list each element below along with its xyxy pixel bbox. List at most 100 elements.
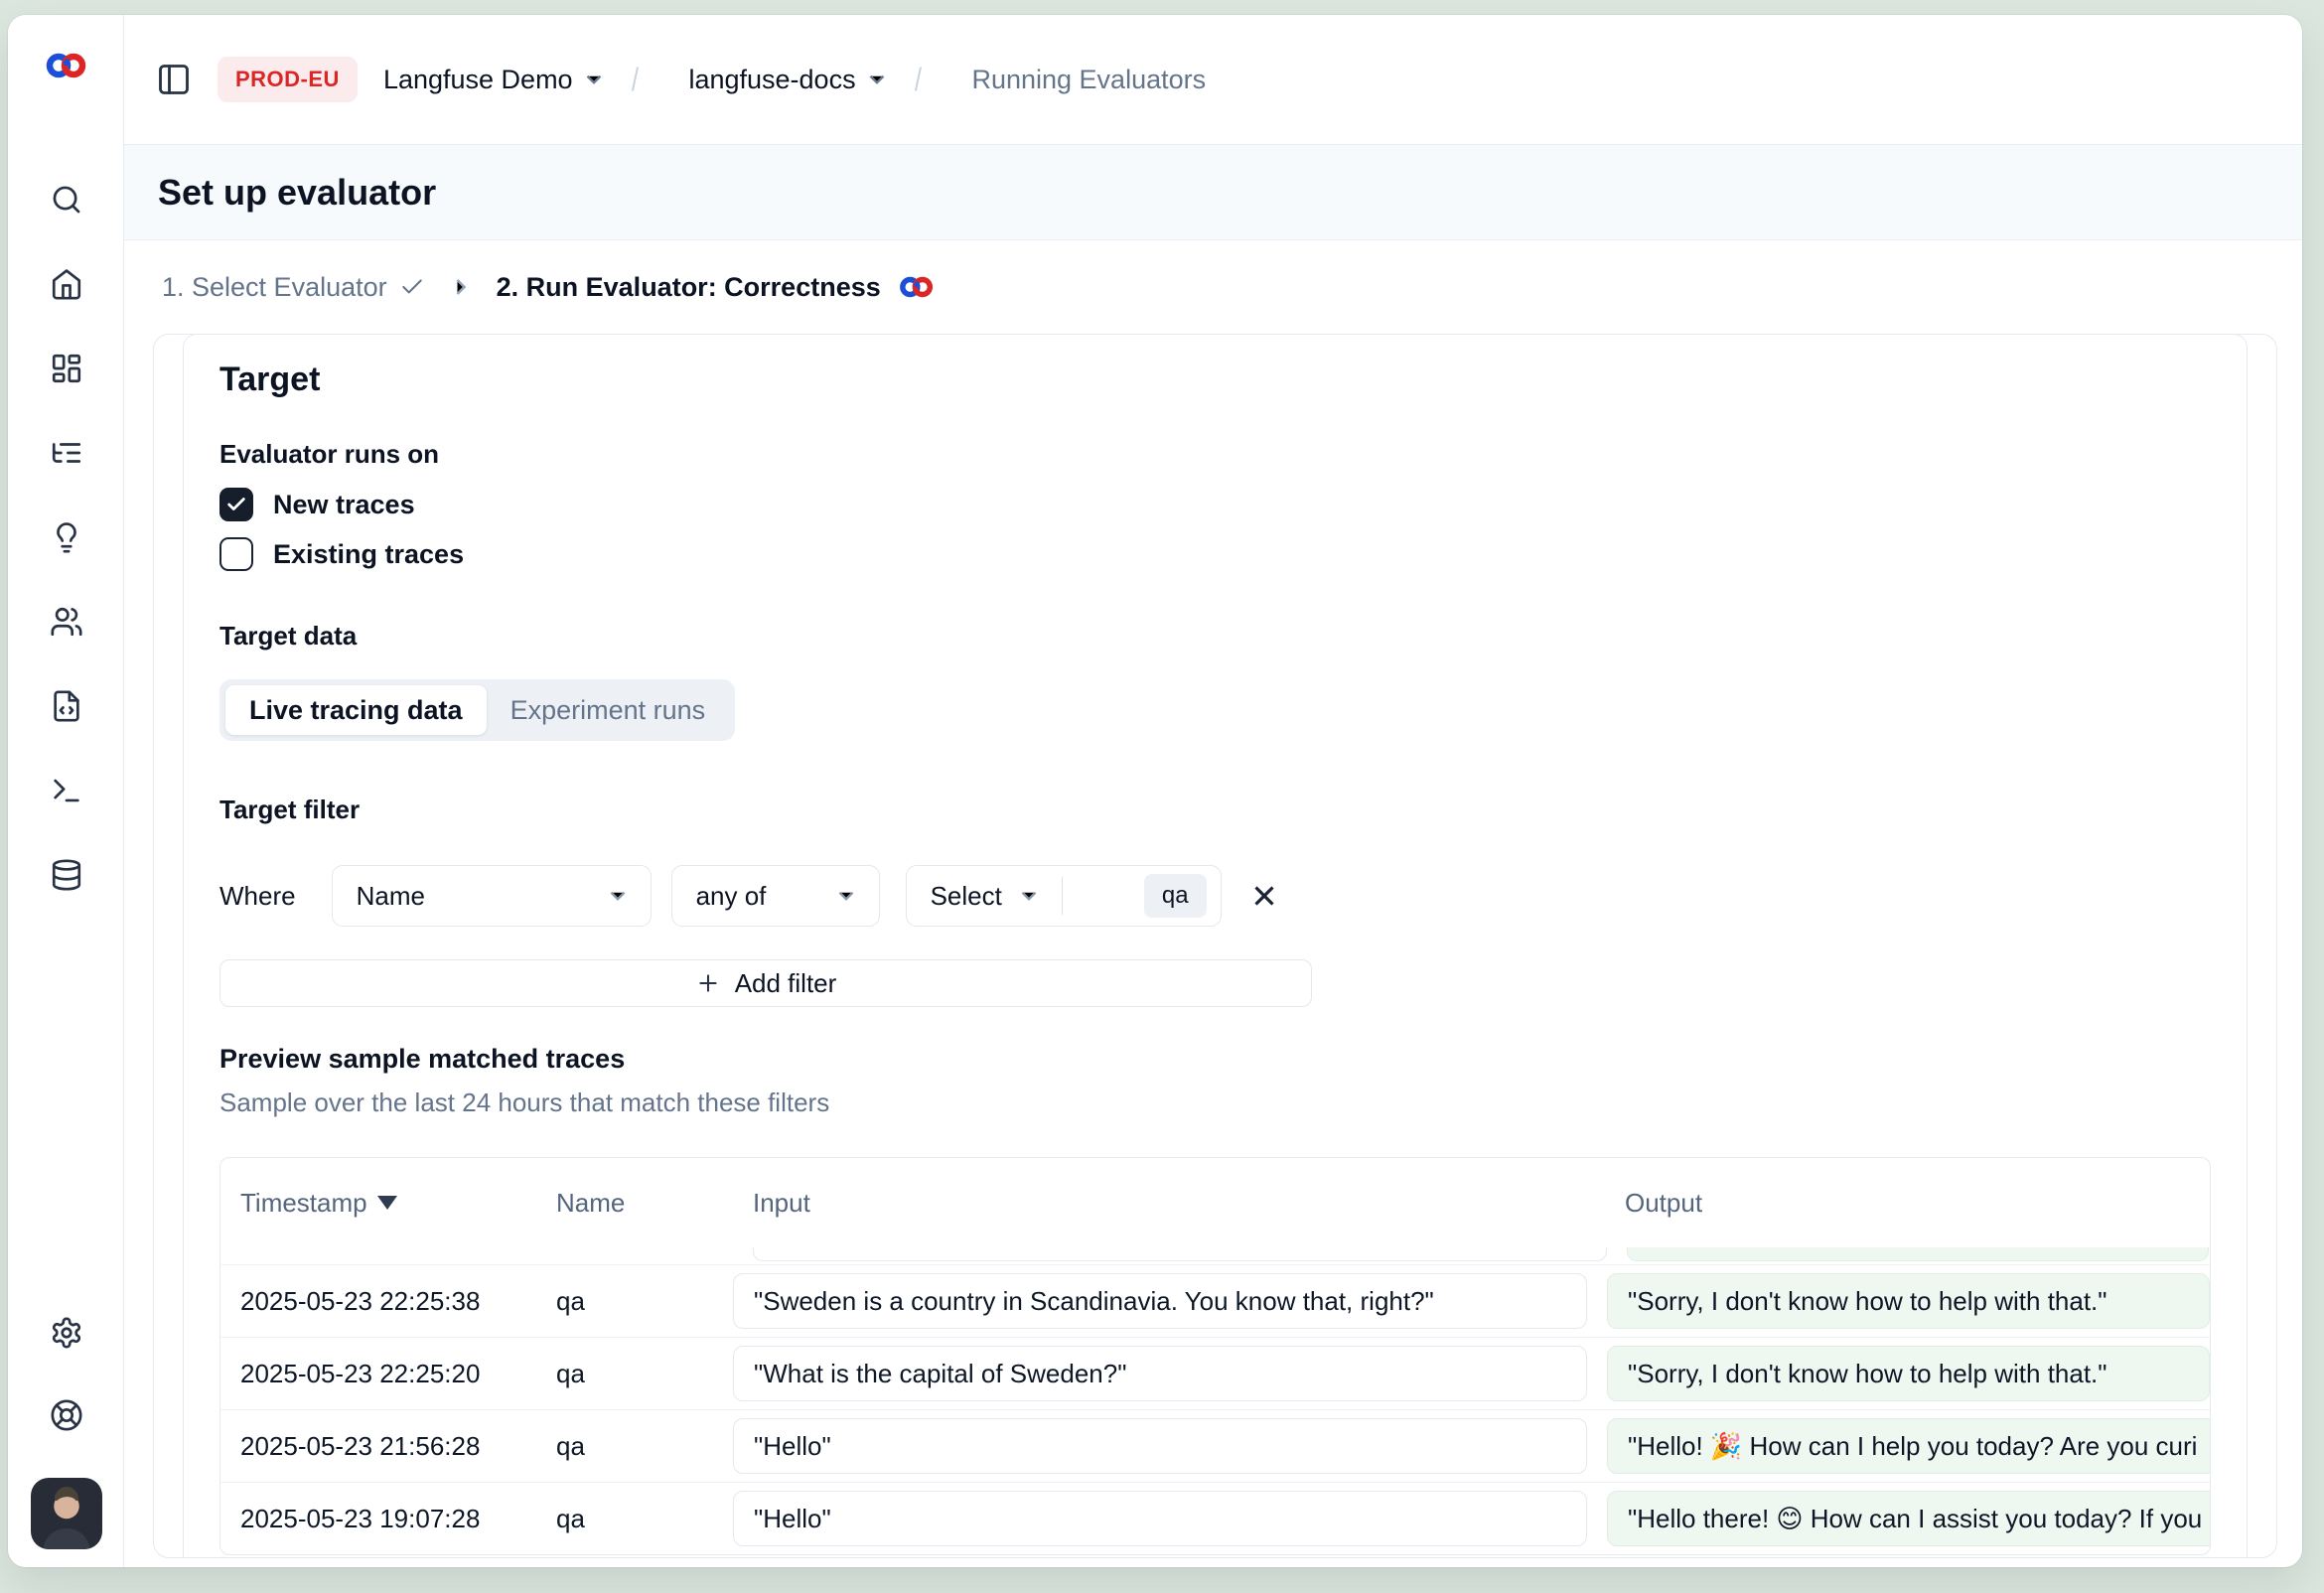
breadcrumb-project: langfuse-docs <box>688 65 889 95</box>
sidebar-item-search[interactable] <box>47 180 86 219</box>
settings-button[interactable] <box>47 1313 86 1353</box>
langfuse-logo-icon <box>899 276 933 298</box>
sidebar-toggle-button[interactable] <box>152 58 196 101</box>
input-cell[interactable]: "Hello" <box>733 1491 1587 1546</box>
chevron-down-icon <box>838 891 853 901</box>
timestamp-cell: 2025-05-23 22:25:38 <box>240 1285 481 1316</box>
chevron-down-icon[interactable] <box>864 67 890 92</box>
name-cell: qa <box>556 1503 585 1533</box>
filter-value-chip[interactable]: qa <box>1143 874 1207 918</box>
add-filter-label: Add filter <box>734 967 837 998</box>
chevron-down-icon <box>610 891 625 901</box>
avatar[interactable] <box>30 1478 102 1549</box>
breadcrumb-page: Running Evaluators <box>971 65 1206 95</box>
filter-value-select[interactable]: Select qa <box>905 865 1222 927</box>
timestamp-cell: 2025-05-23 21:56:28 <box>240 1430 481 1461</box>
name-cell: qa <box>556 1430 585 1461</box>
target-data-label: Target data <box>219 621 358 651</box>
step-run-evaluator: 2. Run Evaluator: Correctness <box>497 272 937 303</box>
support-button[interactable] <box>47 1395 86 1435</box>
sidebar-footer <box>8 1313 124 1549</box>
breadcrumb-separator: / <box>914 61 922 97</box>
top-header: PROD-EU Langfuse Demo / langfuse-docs / … <box>124 15 2302 145</box>
preview-table: Timestamp Name Input Output <box>219 1157 2211 1555</box>
column-header-name: Name <box>536 1188 733 1219</box>
column-label: Name <box>556 1187 626 1218</box>
filter-value-placeholder: Select <box>930 880 1002 911</box>
breadcrumb-project-label[interactable]: langfuse-docs <box>688 64 856 94</box>
output-cell[interactable]: "Sorry, I don't know how to help with th… <box>1607 1346 2210 1401</box>
remove-filter-icon[interactable] <box>1247 879 1281 913</box>
column-label: Timestamp <box>240 1187 367 1218</box>
step1-label: 1. Select Evaluator <box>162 271 387 302</box>
page-title: Set up evaluator <box>158 171 437 213</box>
table-row-partial <box>220 1247 2210 1264</box>
table-row[interactable]: 2025-05-23 22:25:20 qa "What is the capi… <box>220 1337 2210 1409</box>
sidebar-item-home[interactable] <box>47 264 86 304</box>
table-header: Timestamp Name Input Output <box>220 1158 2210 1247</box>
output-cell[interactable]: "Hello! 🎉 How can I help you today? Are … <box>1607 1418 2210 1474</box>
column-header-output: Output <box>1605 1188 2210 1219</box>
table-row[interactable]: 2025-05-23 21:56:28 qa "Hello" "Hello! 🎉… <box>220 1409 2210 1482</box>
target-filter-label: Target filter <box>219 795 361 824</box>
search-icon <box>53 186 79 214</box>
filter-column-value: Name <box>356 880 425 911</box>
timestamp-cell: 2025-05-23 19:07:28 <box>240 1503 481 1533</box>
sidebar-item-tracing[interactable] <box>47 433 86 473</box>
preview-subheading: Sample over the last 24 hours that match… <box>219 1087 830 1117</box>
environment-badge[interactable]: PROD-EU <box>218 57 358 102</box>
sidebar-item-users[interactable] <box>47 602 86 642</box>
table-row[interactable]: 2025-05-23 19:07:28 qa "Hello" "Hello th… <box>220 1482 2210 1554</box>
page-header: Set up evaluator <box>124 145 2302 240</box>
terminal-icon <box>53 779 79 802</box>
panel-left-icon <box>159 65 189 94</box>
database-icon <box>52 859 80 891</box>
checkbox-label: Existing traces <box>273 538 465 569</box>
name-cell: qa <box>556 1285 585 1316</box>
sidebar <box>8 15 124 1567</box>
filter-operator-select[interactable]: any of <box>670 865 880 927</box>
sidebar-item-dashboards[interactable] <box>47 349 86 388</box>
table-body: 2025-05-23 22:25:38 qa "Sweden is a coun… <box>220 1264 2210 1554</box>
chevron-right-icon <box>456 279 466 295</box>
tab-live-tracing-data[interactable]: Live tracing data <box>225 685 487 735</box>
chevron-down-icon <box>1021 891 1037 901</box>
checkbox-icon[interactable] <box>219 537 253 571</box>
breadcrumb-org-label[interactable]: Langfuse Demo <box>382 64 573 94</box>
tab-experiment-runs[interactable]: Experiment runs <box>509 694 706 725</box>
checkbox-existing-traces[interactable]: Existing traces <box>219 537 2211 571</box>
sidebar-item-datasets[interactable] <box>47 686 86 726</box>
column-label: Output <box>1625 1187 1703 1218</box>
input-cell[interactable]: "Sweden is a country in Scandinavia. You… <box>733 1273 1587 1329</box>
input-cell[interactable]: "What is the capital of Sweden?" <box>733 1346 1587 1401</box>
home-icon <box>52 269 80 300</box>
checkbox-label: New traces <box>273 489 415 519</box>
divider <box>1061 877 1063 915</box>
step-select-evaluator[interactable]: 1. Select Evaluator <box>162 272 425 303</box>
table-row[interactable]: 2025-05-23 22:25:38 qa "Sweden is a coun… <box>220 1264 2210 1337</box>
target-data-tabs: Live tracing data Experiment runs <box>219 679 736 741</box>
input-cell[interactable]: "Hello" <box>733 1418 1587 1474</box>
add-filter-button[interactable]: Add filter <box>219 959 1312 1007</box>
sidebar-item-playground[interactable] <box>47 771 86 810</box>
target-card: Target Evaluator runs on New traces Exis… <box>183 335 2248 1557</box>
checkbox-new-traces[interactable]: New traces <box>219 488 2211 521</box>
column-header-timestamp[interactable]: Timestamp <box>220 1188 536 1219</box>
filter-column-select[interactable]: Name <box>331 865 652 927</box>
sidebar-item-database[interactable] <box>47 855 86 895</box>
lightbulb-icon <box>56 522 76 553</box>
filter-row: Where Name any of Select qa <box>219 865 2211 927</box>
users-icon <box>50 607 82 637</box>
checkbox-icon[interactable] <box>219 488 253 521</box>
sidebar-item-evaluation[interactable] <box>47 517 86 557</box>
output-cell[interactable]: "Sorry, I don't know how to help with th… <box>1607 1273 2210 1329</box>
input-cell-clipped <box>753 1247 1607 1261</box>
breadcrumb-separator: / <box>631 61 639 97</box>
where-label: Where <box>219 880 296 911</box>
chevron-down-icon[interactable] <box>581 67 607 92</box>
filter-operator-value: any of <box>695 880 767 911</box>
file-code-icon <box>53 690 79 722</box>
langfuse-logo-icon[interactable] <box>42 41 91 90</box>
gear-icon <box>52 1317 80 1349</box>
output-cell[interactable]: "Hello there! 😊 How can I assist you tod… <box>1607 1491 2210 1546</box>
